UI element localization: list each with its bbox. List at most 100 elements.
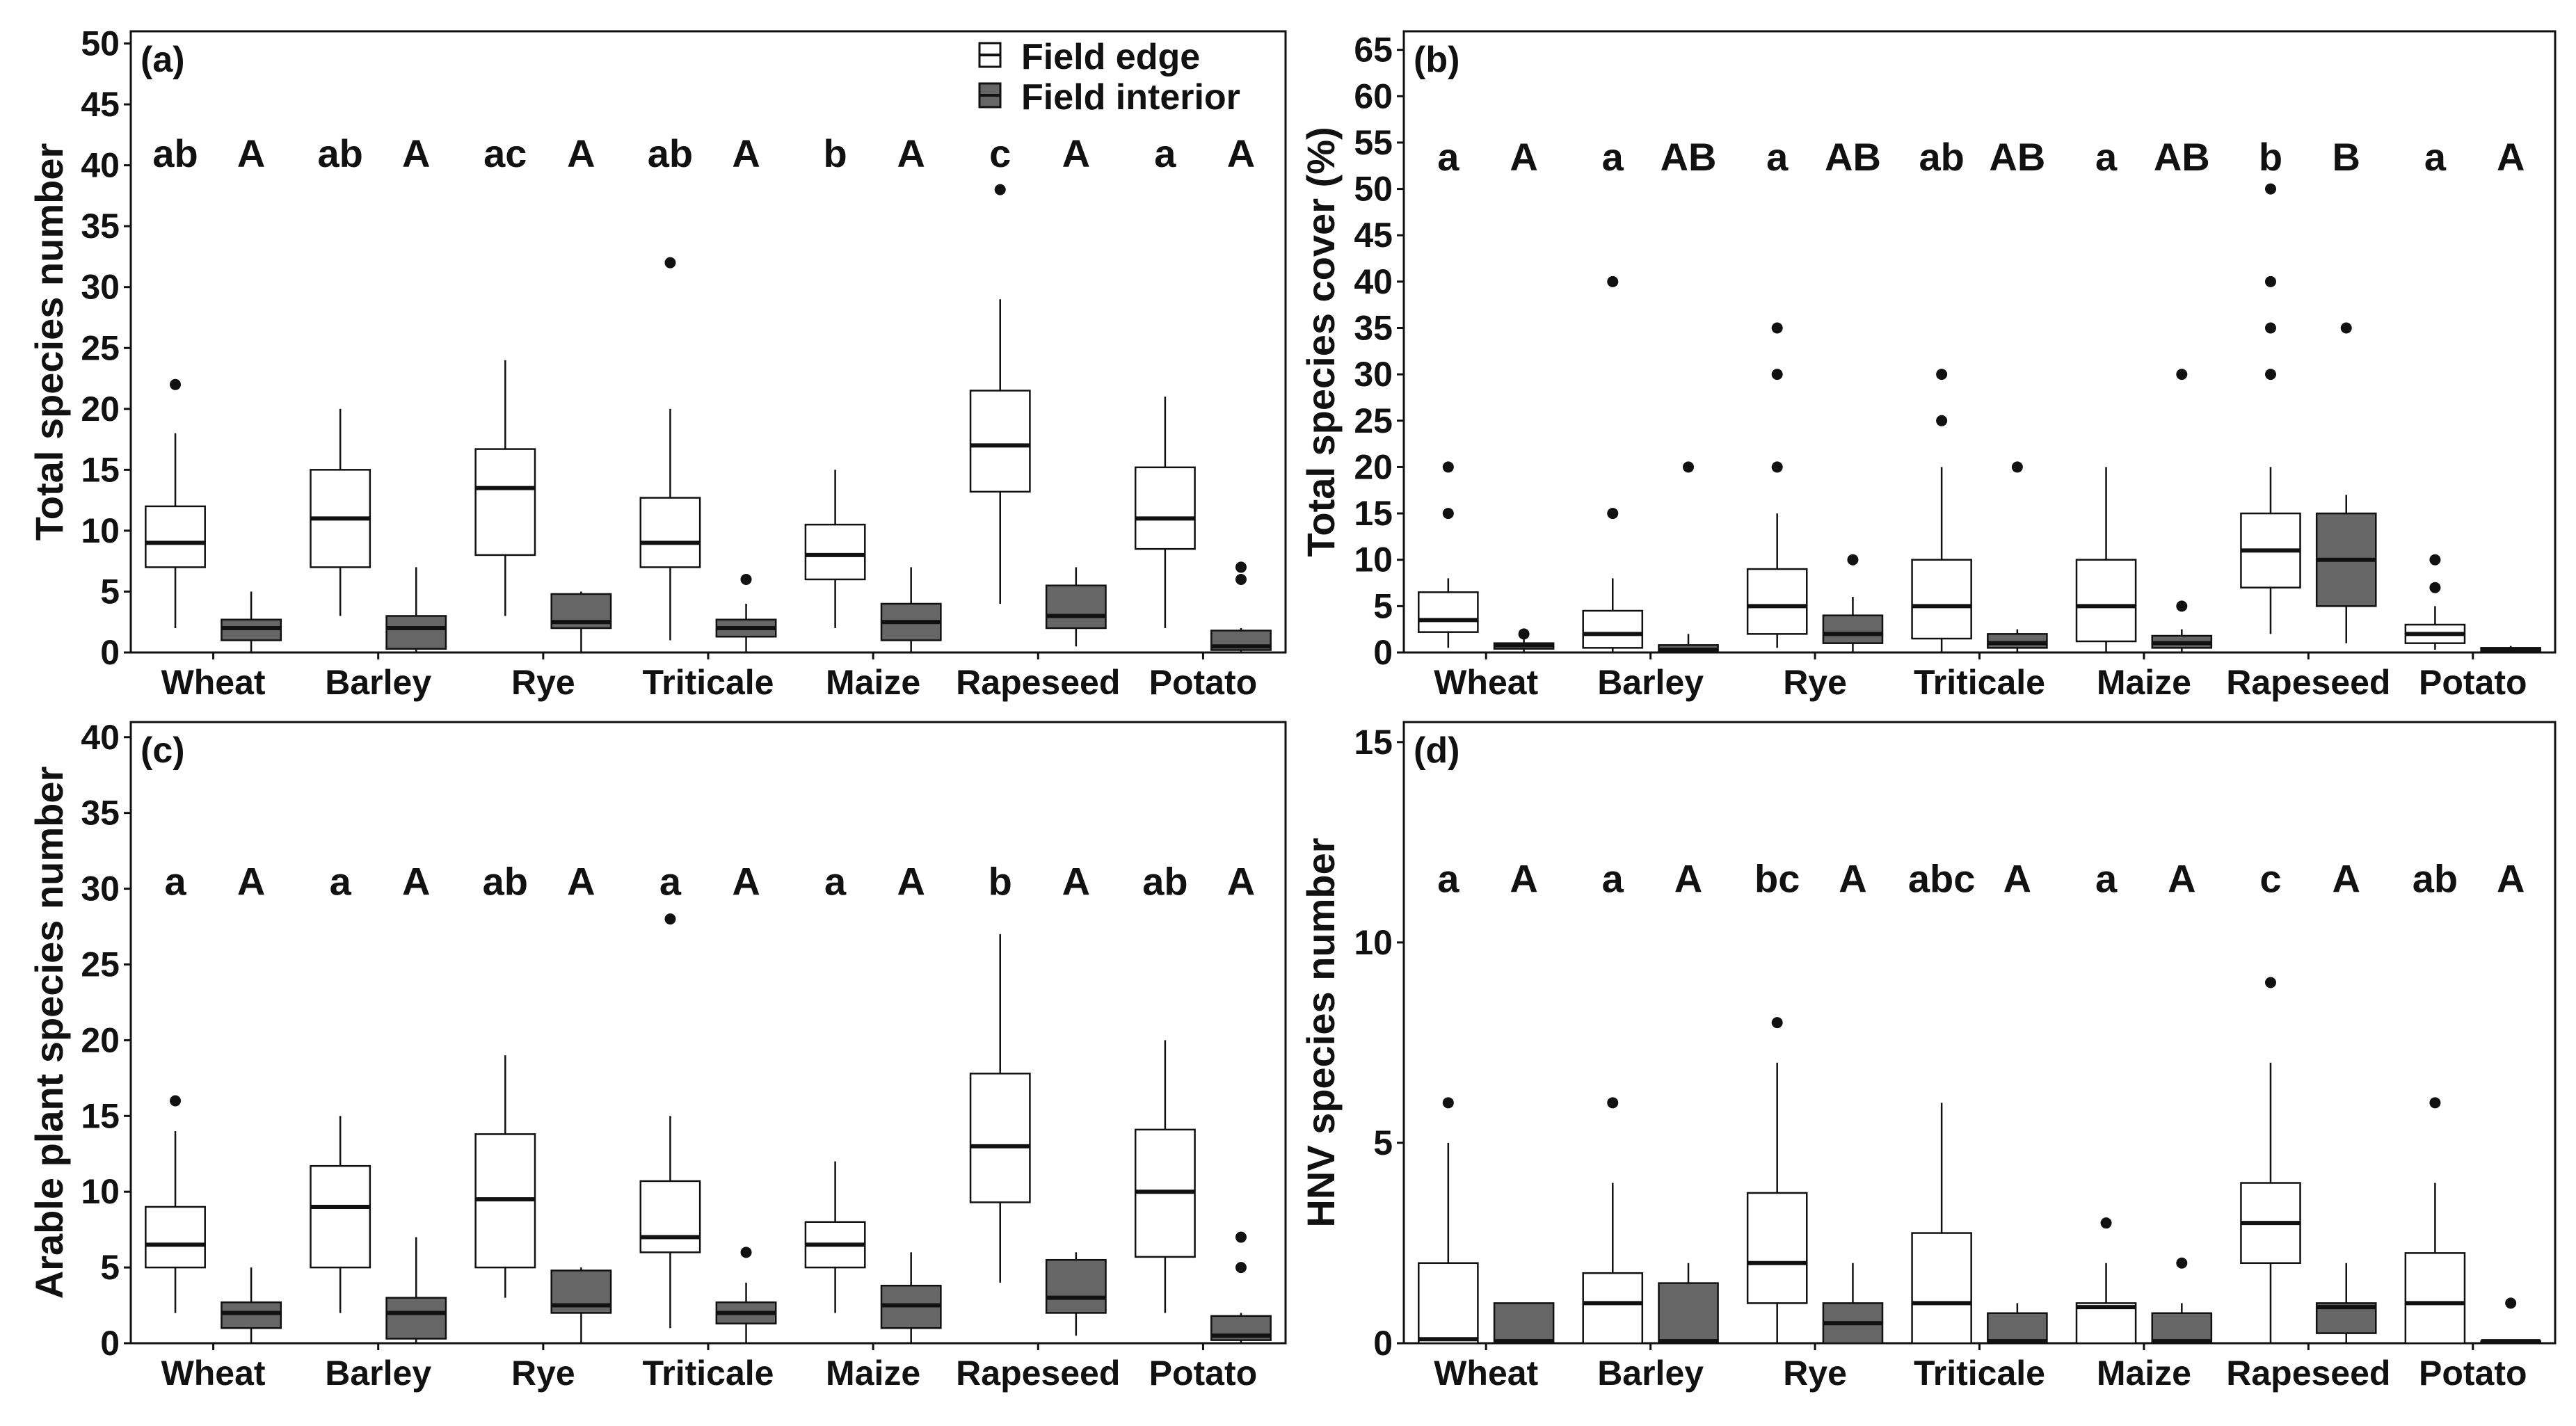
outlier-point bbox=[2429, 554, 2441, 566]
outlier-point bbox=[2264, 322, 2276, 334]
y-tick-label: 15 bbox=[1354, 494, 1393, 533]
panel-a: 0 5 10 15 20 25 30 35 40 45 50 Total species number… bbox=[27, 24, 1287, 702]
x-tick-label: Triticale bbox=[1914, 663, 2045, 702]
significance-letter: ab bbox=[1142, 860, 1187, 904]
interior-box-potato bbox=[2480, 1297, 2541, 1345]
box-iqr bbox=[145, 505, 206, 568]
significance-letter: A bbox=[567, 131, 595, 175]
x-tick-label: Wheat bbox=[1434, 663, 1538, 702]
y-tick-label: 5 bbox=[100, 572, 120, 611]
significance-letter: A bbox=[732, 860, 760, 904]
outlier-point bbox=[1235, 1262, 1247, 1274]
significance-letter: a bbox=[1154, 131, 1176, 175]
outlier-point bbox=[2429, 1097, 2441, 1109]
panel-d: 0 5 10 15 HNV species number (d) Wheat a A Barley… bbox=[1299, 721, 2557, 1393]
box-iqr bbox=[474, 448, 536, 556]
x-tick-label: Potato bbox=[1149, 663, 1258, 702]
y-tick-label: 10 bbox=[81, 1172, 120, 1211]
significance-letter: A bbox=[2003, 857, 2031, 901]
x-tick-label: Rye bbox=[511, 1354, 575, 1393]
outlier-point bbox=[1771, 461, 1783, 473]
y-tick-label: 40 bbox=[81, 718, 120, 757]
x-tick-label: Rye bbox=[511, 663, 575, 702]
outlier-point bbox=[2176, 1257, 2188, 1269]
significance-letter: A bbox=[402, 860, 430, 904]
box-iqr bbox=[1582, 1272, 1644, 1345]
edge-box-maize bbox=[2075, 467, 2137, 652]
significance-letter: A bbox=[2497, 857, 2525, 901]
significance-letter: A bbox=[732, 131, 760, 175]
outlier-point bbox=[2429, 582, 2441, 593]
box-iqr bbox=[1822, 614, 1884, 644]
interior-box-potato bbox=[1210, 1231, 1272, 1343]
significance-letter: a bbox=[1602, 135, 1624, 179]
interior-box-maize bbox=[2151, 1257, 2213, 1345]
outlier-point bbox=[740, 1247, 752, 1258]
outlier-point bbox=[1235, 1231, 1247, 1243]
significance-letter: b bbox=[2259, 135, 2282, 179]
interior-box-rapeseed bbox=[2315, 322, 2377, 643]
edge-box-maize bbox=[2075, 1217, 2137, 1345]
significance-letter: A bbox=[1227, 131, 1255, 175]
outlier-point bbox=[664, 913, 676, 925]
significance-letter: bc bbox=[1754, 857, 1800, 901]
x-tick-label: Rye bbox=[1783, 663, 1847, 702]
outlier-point bbox=[1771, 369, 1783, 380]
interior-box-rapeseed bbox=[1045, 1252, 1107, 1336]
interior-box-rapeseed bbox=[2315, 1263, 2377, 1343]
y-tick-label: 50 bbox=[81, 24, 120, 63]
y-tick-label: 5 bbox=[100, 1248, 120, 1287]
x-tick-label: Wheat bbox=[161, 663, 266, 702]
box-iqr bbox=[1746, 568, 1808, 635]
significance-letter: a bbox=[824, 860, 847, 904]
y-tick-label: 0 bbox=[1373, 633, 1393, 672]
outlier-point bbox=[1607, 275, 1619, 287]
outlier-point bbox=[2176, 369, 2188, 380]
significance-letter: a bbox=[1766, 135, 1789, 179]
outlier-point bbox=[1847, 554, 1859, 566]
edge-box-rapeseed bbox=[2240, 977, 2301, 1343]
significance-letter: A bbox=[1839, 857, 1866, 901]
interior-box-maize bbox=[880, 567, 942, 652]
outlier-point bbox=[1235, 561, 1247, 573]
significance-letter: a bbox=[2424, 135, 2447, 179]
significance-letter: A bbox=[237, 131, 265, 175]
significance-letter: abc bbox=[1908, 857, 1976, 901]
y-tick-label: 45 bbox=[1354, 216, 1393, 255]
interior-box-maize bbox=[880, 1252, 942, 1343]
significance-letter: AB bbox=[1661, 135, 1717, 179]
box-iqr bbox=[2075, 559, 2137, 643]
interior-box-wheat bbox=[221, 591, 282, 652]
edge-box-rapeseed bbox=[2240, 183, 2301, 634]
y-axis-title: Total species number bbox=[27, 143, 71, 541]
box-iqr bbox=[145, 1205, 206, 1269]
x-tick-label: Rapeseed bbox=[956, 1354, 1120, 1393]
edge-box-rye bbox=[474, 360, 536, 616]
significance-letter: B bbox=[2333, 135, 2360, 179]
edge-box-barley bbox=[1582, 1097, 1644, 1345]
y-tick-label: 10 bbox=[1354, 540, 1393, 579]
significance-letter: A bbox=[402, 131, 430, 175]
x-tick-label: Barley bbox=[1597, 1354, 1704, 1393]
significance-letter: ab bbox=[1919, 135, 1964, 179]
edge-box-triticale bbox=[639, 913, 701, 1329]
box-iqr bbox=[1987, 633, 2048, 649]
significance-letter: AB bbox=[1989, 135, 2045, 179]
interior-box-rye bbox=[550, 591, 612, 652]
outlier-point bbox=[2011, 461, 2023, 473]
outlier-point bbox=[1442, 508, 1454, 520]
outlier-point bbox=[2264, 183, 2276, 195]
significance-letter: A bbox=[2333, 857, 2360, 901]
box-iqr bbox=[2404, 1252, 2466, 1345]
y-tick-label: 30 bbox=[1354, 355, 1393, 394]
significance-letter: b bbox=[989, 860, 1012, 904]
significance-letter: a bbox=[1602, 857, 1624, 901]
interior-box-maize bbox=[2151, 369, 2213, 652]
significance-letter: ac bbox=[483, 131, 527, 175]
panel-frame bbox=[129, 721, 1287, 1345]
interior-box-rye bbox=[550, 1267, 612, 1343]
x-tick-label: Rapeseed bbox=[2226, 1354, 2390, 1393]
outlier-point bbox=[170, 378, 182, 390]
